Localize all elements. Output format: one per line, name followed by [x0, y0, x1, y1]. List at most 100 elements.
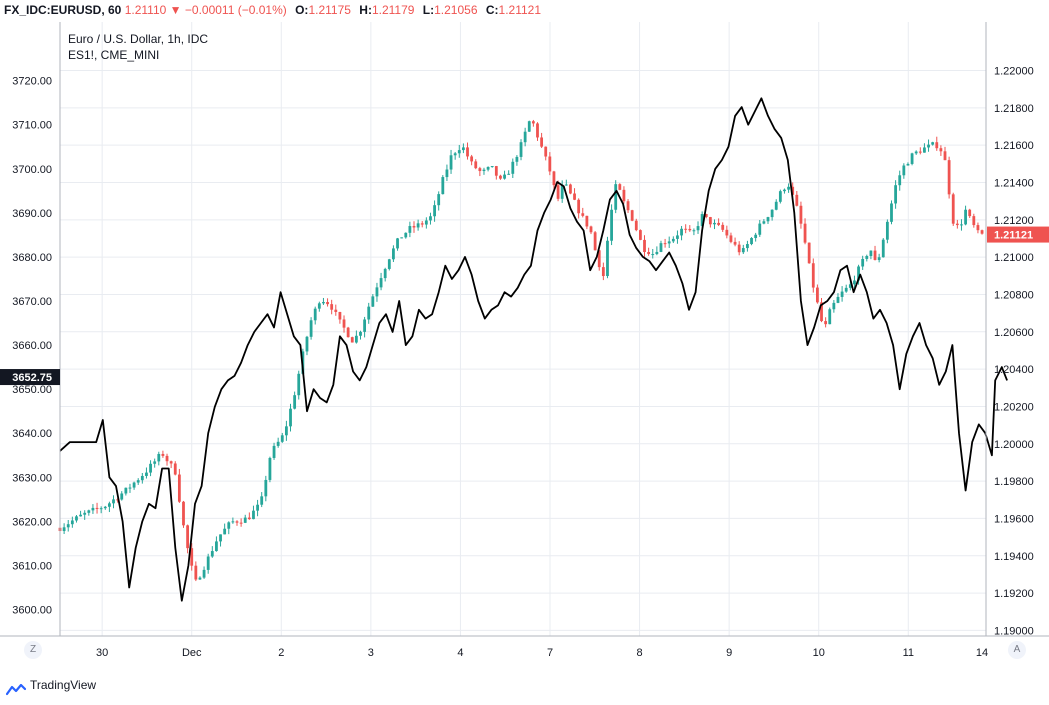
candle-body: [215, 541, 218, 552]
candle-body: [955, 223, 959, 226]
right-tick-label: 1.20800: [994, 289, 1034, 301]
candle-body: [420, 223, 424, 225]
candle-body: [527, 121, 531, 132]
candle-body: [132, 482, 136, 488]
left-tick-label: 3670.00: [12, 296, 52, 308]
candle-body: [260, 496, 264, 505]
candle-body: [412, 226, 416, 228]
right-tick-label: 1.19400: [994, 551, 1034, 563]
candle-body: [700, 214, 704, 227]
candle-body: [651, 254, 655, 256]
candle-body: [828, 309, 832, 325]
auto-scale-button[interactable]: A: [1008, 641, 1026, 659]
left-tick-label: 3660.00: [12, 340, 52, 352]
candle-body: [597, 250, 601, 268]
left-tick-label: 3720.00: [12, 76, 52, 88]
candle-body: [227, 522, 231, 529]
candle-body: [589, 226, 593, 233]
candle-body: [186, 525, 190, 549]
candle-body: [235, 521, 239, 523]
candle-body: [330, 304, 334, 310]
es1-line: [59, 97, 1008, 602]
candle-body: [914, 151, 918, 154]
candle-body: [569, 184, 572, 194]
left-tick-label: 3610.00: [12, 560, 52, 572]
candle-body: [762, 221, 766, 224]
candle-body: [630, 210, 634, 221]
candle-body: [309, 320, 313, 337]
candle-body: [124, 487, 128, 494]
candle-body: [499, 175, 502, 179]
candle-body: [379, 278, 383, 288]
candle-body: [902, 165, 906, 176]
symbol-name[interactable]: FX_IDC:EURUSD, 60: [4, 3, 122, 17]
candle-body: [387, 259, 391, 269]
right-tick-label: 1.21800: [994, 103, 1034, 115]
candle-body: [375, 287, 379, 297]
candle-body: [737, 244, 741, 253]
candle-body: [478, 168, 482, 172]
candle-body: [354, 335, 358, 343]
candle-body: [149, 463, 152, 473]
candle-body: [474, 161, 478, 169]
x-tick-label: 14: [976, 647, 988, 659]
candle-body: [276, 441, 280, 446]
candle-body: [264, 479, 268, 497]
candle-body: [103, 506, 107, 509]
zoom-reset-button[interactable]: Z: [24, 641, 42, 659]
x-tick-label: 10: [813, 647, 825, 659]
candle-body: [820, 302, 823, 322]
price-chart[interactable]: 30 Dec 2 3 4 7 8 9 10 11 14 1.22000 1.21800 1.21600 1.…: [0, 0, 1049, 672]
candle-body: [610, 209, 613, 241]
candle-body: [350, 337, 354, 343]
candle-body: [663, 243, 667, 245]
candle-body: [676, 235, 679, 239]
right-tick-label: 1.21200: [994, 215, 1034, 227]
candle-body: [120, 493, 124, 500]
candle-body: [523, 131, 527, 143]
right-tick-label: 1.19200: [994, 588, 1034, 600]
legend-main[interactable]: Euro / U.S. Dollar, 1h, IDC: [68, 32, 208, 46]
candle-body: [869, 250, 873, 257]
candle-body: [136, 480, 140, 483]
low-label: L:: [422, 3, 435, 17]
right-tick-label: 1.19600: [994, 513, 1034, 525]
legend-compare[interactable]: ES1!, CME_MINI: [68, 48, 159, 62]
left-tick-label: 3650.00: [12, 384, 52, 396]
candle-body: [507, 173, 511, 175]
candle-body: [429, 216, 432, 221]
candle-body: [836, 296, 840, 303]
candle-body: [206, 556, 210, 570]
candle-body: [79, 514, 82, 517]
candle-body: [844, 287, 848, 292]
candle-body: [577, 199, 581, 214]
candle-body: [66, 524, 70, 528]
candle-body: [778, 191, 782, 202]
tradingview-brand[interactable]: TradingView: [30, 678, 97, 692]
down-arrow-icon: ▼: [169, 3, 182, 17]
candle-body: [774, 201, 778, 210]
candle-body: [741, 248, 745, 253]
es-compare-series: [59, 97, 1008, 602]
close-label: C:: [485, 3, 499, 17]
high-value: 1.21179: [371, 3, 415, 17]
candle-body: [968, 209, 972, 217]
candle-body: [696, 226, 700, 231]
candle-body: [75, 516, 78, 521]
candle-body: [766, 217, 770, 222]
candle-body: [840, 291, 844, 297]
tradingview-logo-icon[interactable]: [5, 679, 27, 696]
candle-body: [540, 137, 544, 147]
candle-body: [313, 308, 317, 321]
candle-body: [667, 241, 671, 244]
candle-body: [112, 499, 115, 504]
left-tick-label: 3640.00: [12, 428, 52, 440]
candle-body: [231, 521, 235, 523]
right-tick-label: 1.20600: [994, 327, 1034, 339]
eurusd-last-price-tag: [987, 226, 1049, 243]
candle-body: [717, 222, 721, 225]
candle-body: [729, 235, 733, 242]
candle-body: [531, 121, 535, 124]
candle-body: [750, 238, 753, 245]
right-tick-label: 1.21600: [994, 140, 1034, 152]
